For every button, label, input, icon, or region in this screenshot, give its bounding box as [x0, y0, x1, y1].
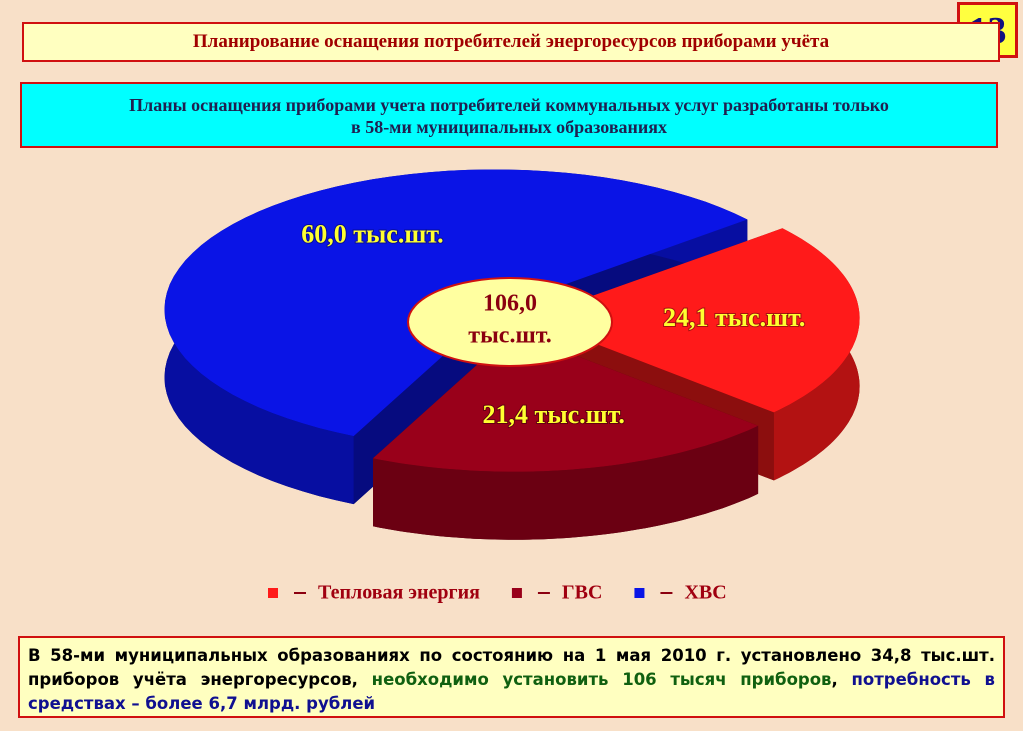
legend-swatch	[511, 588, 522, 598]
footer-text: ,	[831, 670, 852, 689]
pie-slice	[373, 331, 759, 540]
legend-swatch	[268, 588, 278, 598]
center-ellipse	[407, 277, 613, 367]
legend-label: Тепловая энергия	[318, 582, 480, 604]
footer-highlight: потребность в средствах – более 6,7 млрд…	[28, 670, 995, 713]
legend-label: ГВС	[562, 582, 603, 604]
slice-wall	[373, 425, 759, 540]
center-label: 106,0	[483, 291, 537, 317]
subtitle-line: Планы оснащения приборами учета потребит…	[129, 95, 889, 115]
pie-wedge	[529, 228, 860, 413]
footer-text: В 58-ми муниципальных образованиях по со…	[28, 646, 995, 689]
data-label: 60,0 тыс.шт.	[301, 219, 443, 248]
footer-note: В 58-ми муниципальных образованиях по со…	[18, 636, 1005, 718]
legend-label: ХВС	[684, 582, 726, 604]
data-label: 21,4 тыс.шт.	[483, 400, 625, 429]
subtitle-line: в 58-ми муниципальных образованиях	[350, 117, 668, 137]
pie-wedge	[373, 331, 759, 472]
legend-swatch	[634, 588, 645, 598]
data-label: 24,1 тыс.шт.	[663, 303, 805, 332]
subtitle: Планы оснащения приборами учета потребит…	[20, 82, 998, 148]
center-label: тыс.шт.	[468, 323, 551, 349]
footer-highlight: необходимо установить 106 тысяч приборов	[371, 670, 832, 689]
header-title: Планирование оснащения потребителей энер…	[22, 22, 1000, 62]
chart: 60,0 тыс.шт. 24,1 тыс.шт. 21,4 тыс.шт. 106,…	[164, 169, 860, 604]
